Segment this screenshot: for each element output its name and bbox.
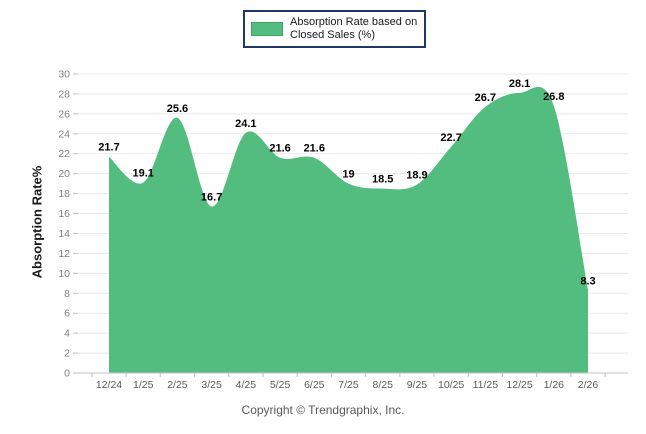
x-tick-label: 6/25	[304, 379, 325, 391]
x-tick-label: 5/25	[270, 379, 291, 391]
legend: Absorption Rate based on Closed Sales (%…	[243, 10, 427, 48]
x-axis: 12/24 1/25 2/25 3/25 4/25 5/25 6/25 7/25 8/25 9/2…	[78, 372, 628, 391]
x-tick-label: 2/25	[167, 379, 188, 391]
data-point-label: 21.6	[304, 143, 325, 155]
legend-label-line1: Absorption Rate based on	[290, 16, 418, 28]
y-tick-label: 24	[58, 128, 70, 140]
absorption-rate-area	[109, 86, 588, 374]
data-point-label: 21.6	[269, 143, 290, 155]
x-tick-label: 7/25	[338, 379, 359, 391]
data-point-label: 25.6	[167, 103, 188, 115]
y-tick-label: 0	[64, 368, 70, 380]
data-point-label: 21.7	[98, 142, 119, 154]
y-tick-label: 8	[64, 288, 70, 300]
x-tick-label: 12/24	[96, 379, 122, 391]
data-point-label: 16.7	[201, 192, 222, 204]
y-tick-label: 20	[58, 168, 70, 180]
data-point-label: 19	[342, 169, 354, 181]
x-tick-label: 4/25	[236, 379, 257, 391]
x-tick-label: 9/25	[407, 379, 428, 391]
x-tick-label: 2/26	[578, 379, 599, 391]
data-point-label: 18.5	[372, 174, 393, 186]
legend-label: Absorption Rate based on Closed Sales (%…	[290, 16, 417, 42]
x-tick-label: 10/25	[438, 379, 464, 391]
y-tick-label: 4	[64, 328, 70, 340]
area-series	[109, 86, 588, 374]
y-tick-label: 26	[58, 108, 70, 120]
legend-swatch-icon	[251, 22, 283, 36]
y-tick-label: 10	[58, 268, 70, 280]
y-tick-label: 14	[58, 228, 70, 240]
x-tick-label: 3/25	[201, 379, 222, 391]
x-tick-label: 11/25	[473, 379, 499, 391]
copyright-text: Copyright © Trendgraphix, Inc.	[241, 403, 405, 417]
y-tick-label: 18	[58, 188, 70, 200]
y-tick-label: 6	[64, 308, 70, 320]
x-tick-label: 1/26	[544, 379, 565, 391]
x-tick-label: 12/25	[506, 379, 532, 391]
data-point-label: 19.1	[133, 168, 154, 180]
y-tick-label: 2	[64, 348, 70, 360]
data-point-label: 26.7	[475, 92, 496, 104]
legend-label-line2: Closed Sales (%)	[290, 29, 375, 41]
y-tick-label: 28	[58, 88, 70, 100]
y-tick-label: 12	[58, 248, 70, 260]
data-point-label: 18.9	[406, 170, 427, 182]
data-point-label: 8.3	[580, 275, 595, 287]
x-tick-label: 1/25	[133, 379, 154, 391]
x-tick-label: 8/25	[372, 379, 393, 391]
data-labels: 21.7 19.1 25.6 16.7 24.1 21.6 21.6 19 18.5 18.9 22…	[98, 78, 595, 287]
y-tick-label: 16	[58, 208, 70, 220]
y-tick-label: 22	[58, 148, 70, 160]
data-point-label: 28.1	[509, 78, 530, 90]
data-point-label: 22.7	[440, 132, 461, 144]
y-tick-label: 30	[58, 69, 70, 81]
data-point-label: 24.1	[235, 118, 256, 130]
data-point-label: 26.8	[543, 91, 564, 103]
